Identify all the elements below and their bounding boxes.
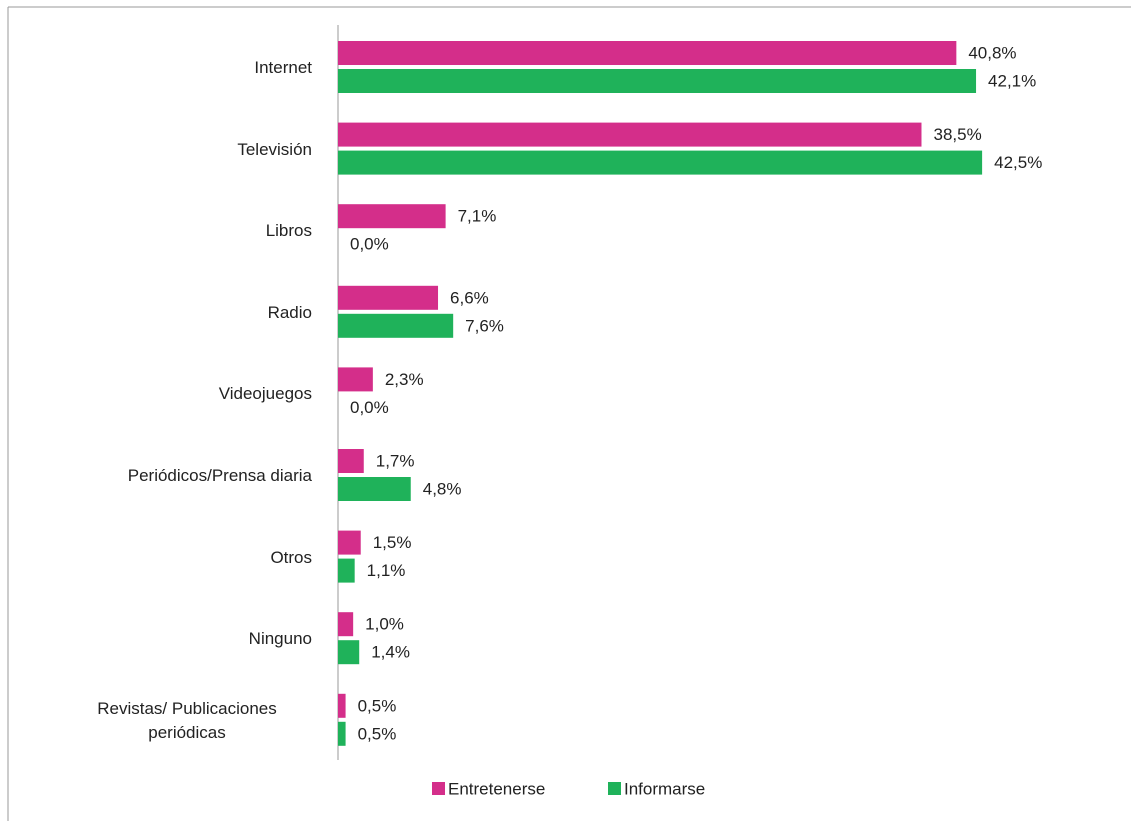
bar xyxy=(338,721,346,746)
category-label: Televisión xyxy=(237,139,312,159)
value-label: 1,0% xyxy=(365,615,404,634)
category-label: Radio xyxy=(267,302,312,322)
bar xyxy=(338,41,957,65)
category-label: Libros xyxy=(265,221,312,241)
value-label: 0,0% xyxy=(350,235,389,254)
bar xyxy=(338,285,439,310)
category-label: Ninguno xyxy=(248,629,312,649)
value-label: 1,1% xyxy=(367,561,406,580)
category-label: Periódicos/Prensa diaria xyxy=(127,466,312,485)
legend-swatch xyxy=(432,782,445,795)
value-label: 6,6% xyxy=(450,288,489,307)
value-label: 42,5% xyxy=(994,153,1042,172)
value-label: 7,1% xyxy=(458,207,497,226)
value-label: 2,3% xyxy=(385,370,424,389)
value-label: 1,4% xyxy=(371,643,410,662)
legend-label: Informarse xyxy=(624,779,705,798)
bar xyxy=(338,477,411,501)
value-label: 0,5% xyxy=(358,724,397,743)
legend-swatch xyxy=(608,782,621,795)
bar xyxy=(338,693,346,718)
bar xyxy=(338,640,360,665)
legend-label: Entretenerse xyxy=(448,779,545,798)
value-label: 4,8% xyxy=(423,479,462,498)
bar xyxy=(338,530,361,555)
value-label: 1,5% xyxy=(373,533,412,552)
bar xyxy=(338,449,364,473)
bar xyxy=(338,69,977,93)
bar xyxy=(338,150,983,175)
category-label: Revistas/ Publicaciones periódicas xyxy=(97,698,277,742)
value-label: 7,6% xyxy=(465,316,504,335)
category-label: Otros xyxy=(270,547,312,567)
value-label: 42,1% xyxy=(988,71,1036,90)
bar xyxy=(338,612,354,637)
bar xyxy=(338,122,922,147)
value-label: 0,0% xyxy=(350,398,389,417)
bar xyxy=(338,313,454,338)
category-label: Internet xyxy=(254,58,312,77)
bar xyxy=(338,558,355,583)
category-label: Videojuegos xyxy=(218,384,312,404)
bar xyxy=(338,367,373,392)
value-label: 0,5% xyxy=(358,696,397,715)
value-label: 40,8% xyxy=(968,43,1016,62)
bar xyxy=(338,204,446,229)
value-label: 38,5% xyxy=(933,125,981,144)
value-label: 1,7% xyxy=(376,451,415,470)
